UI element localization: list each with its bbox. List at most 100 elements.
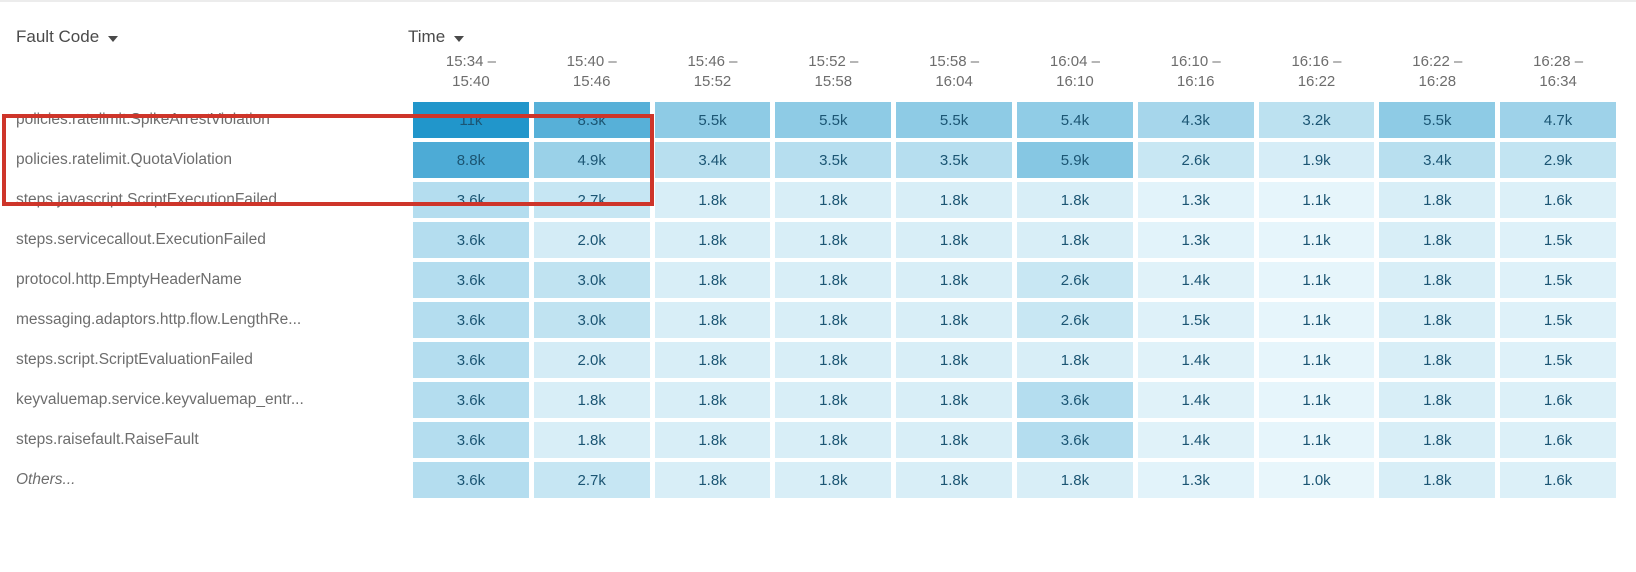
fault-code-row-label: keyvaluemap.service.keyvaluemap_entr... xyxy=(16,391,304,408)
grid-corner-spacer xyxy=(16,50,408,98)
heatmap-cell: 1.8k xyxy=(1017,182,1133,218)
heatmap-cell: 1.8k xyxy=(775,382,892,418)
heatmap-cell: 1.6k xyxy=(1500,382,1616,418)
heatmap-cell: 8.8k xyxy=(413,142,529,178)
heatmap-cell: 2.6k xyxy=(1017,302,1133,338)
caret-down-icon xyxy=(454,35,465,42)
time-bucket-header: 15:40 –15:46 xyxy=(566,53,617,90)
heatmap-cell: 1.8k xyxy=(775,462,892,498)
heatmap-cell: 1.1k xyxy=(1258,262,1375,298)
heatmap-cell: 1.8k xyxy=(896,382,1012,418)
heatmap-cell: 1.3k xyxy=(1137,222,1254,258)
heatmap-cell: 1.8k xyxy=(775,302,892,338)
heatmap-cell: 1.1k xyxy=(1258,382,1375,418)
heatmap-cell: 1.9k xyxy=(1258,142,1375,178)
heatmap-cell: 3.4k xyxy=(1379,142,1496,178)
fault-code-row-label: steps.script.ScriptEvaluationFailed xyxy=(16,351,253,368)
fault-code-row-label: policies.ratelimit.SpikeArrestViolation xyxy=(16,111,270,128)
time-bucket-header: 16:28 –16:34 xyxy=(1533,53,1584,90)
heatmap-cell: 1.4k xyxy=(1137,422,1254,458)
heatmap-cell: 3.6k xyxy=(413,182,529,218)
caret-down-icon xyxy=(108,35,119,42)
heatmap-cell: 1.5k xyxy=(1500,302,1616,338)
heatmap-cell: 1.8k xyxy=(1379,382,1496,418)
heatmap-cell: 3.6k xyxy=(1017,422,1133,458)
heatmap-cell: 3.6k xyxy=(413,422,529,458)
heatmap-cell: 3.6k xyxy=(413,462,529,498)
time-bucket-header: 16:22 –16:28 xyxy=(1412,53,1463,90)
fault-code-row-label: steps.raisefault.RaiseFault xyxy=(16,431,199,448)
time-bucket-header: 16:04 –16:10 xyxy=(1049,53,1100,90)
heatmap-cell: 1.4k xyxy=(1137,382,1254,418)
heatmap-cell: 2.0k xyxy=(533,342,650,378)
heatmap-cell: 1.8k xyxy=(775,422,892,458)
heatmap-cell: 1.8k xyxy=(1017,462,1133,498)
heatmap-cell: 1.8k xyxy=(896,302,1012,338)
heatmap-cell: 1.8k xyxy=(1379,222,1496,258)
heatmap-cell: 1.8k xyxy=(896,222,1012,258)
heatmap-cell: 1.8k xyxy=(896,262,1012,298)
time-bucket-header: 15:58 –16:04 xyxy=(929,53,980,90)
heatmap-cell: 1.8k xyxy=(654,262,771,298)
heatmap-cell: 2.6k xyxy=(1137,142,1254,178)
heatmap-cell: 1.3k xyxy=(1137,462,1254,498)
heatmap-cell: 1.6k xyxy=(1500,422,1616,458)
fault-code-row-label: steps.servicecallout.ExecutionFailed xyxy=(16,231,266,248)
heatmap-cell: 3.5k xyxy=(775,142,892,178)
heatmap-cell: 5.5k xyxy=(896,102,1012,138)
heatmap-cell: 1.8k xyxy=(896,342,1012,378)
heatmap-cell: 1.1k xyxy=(1258,422,1375,458)
fault-code-row-label: messaging.adaptors.http.flow.LengthRe... xyxy=(16,311,302,328)
heatmap-cell: 1.8k xyxy=(654,342,771,378)
heatmap-cell: 3.6k xyxy=(1017,382,1133,418)
heatmap-cell: 3.6k xyxy=(413,342,529,378)
row-dimension-selector[interactable]: Fault Code xyxy=(16,24,119,50)
heatmap-cell: 1.8k xyxy=(775,342,892,378)
dimension-controls: Fault Code Time xyxy=(0,2,1636,50)
heatmap-cell: 1.8k xyxy=(775,222,892,258)
heatmap-cell: 1.8k xyxy=(1379,462,1496,498)
heatmap-cell: 1.8k xyxy=(533,422,650,458)
time-bucket-header: 15:46 –15:52 xyxy=(687,53,738,90)
fault-code-row-label: Others... xyxy=(16,471,76,488)
heatmap-cell: 1.8k xyxy=(1017,222,1133,258)
heatmap-cell: 1.8k xyxy=(1379,262,1496,298)
heatmap-cell: 1.1k xyxy=(1258,342,1375,378)
heatmap-cell: 1.8k xyxy=(654,182,771,218)
heatmap-cell: 1.0k xyxy=(1258,462,1375,498)
time-bucket-header: 16:10 –16:16 xyxy=(1170,53,1221,90)
heatmap-cell: 1.5k xyxy=(1500,342,1616,378)
heatmap-cell: 1.1k xyxy=(1258,182,1375,218)
heatmap-cell: 11k xyxy=(413,102,529,138)
heatmap-cell: 1.8k xyxy=(533,382,650,418)
heatmap-cell: 1.1k xyxy=(1258,302,1375,338)
heatmap-cell: 5.5k xyxy=(775,102,892,138)
heatmap-cell: 8.3k xyxy=(533,102,650,138)
fault-code-row-label: steps.javascript.ScriptExecutionFailed xyxy=(16,191,278,208)
heatmap-cell: 1.5k xyxy=(1500,262,1616,298)
heatmap-cell: 2.9k xyxy=(1500,142,1616,178)
heatmap-cell: 3.6k xyxy=(413,222,529,258)
heatmap-cell: 2.7k xyxy=(533,462,650,498)
heatmap-cell: 1.8k xyxy=(654,462,771,498)
heatmap-cell: 4.7k xyxy=(1500,102,1616,138)
heatmap-cell: 2.6k xyxy=(1017,262,1133,298)
heatmap-cell: 1.8k xyxy=(775,262,892,298)
heatmap-cell: 5.5k xyxy=(1379,102,1496,138)
heatmap-cell: 1.8k xyxy=(1379,182,1496,218)
column-dimension-label: Time xyxy=(408,27,446,46)
heatmap-cell: 3.5k xyxy=(896,142,1012,178)
heatmap-cell: 3.6k xyxy=(413,302,529,338)
heatmap-cell: 1.8k xyxy=(1379,342,1496,378)
heatmap-cell: 1.8k xyxy=(896,182,1012,218)
heatmap-cell: 1.8k xyxy=(654,422,771,458)
heatmap-cell: 5.9k xyxy=(1017,142,1133,178)
column-dimension-selector[interactable]: Time xyxy=(408,24,465,50)
heatmap-cell: 1.6k xyxy=(1500,462,1616,498)
heatmap-cell: 2.7k xyxy=(533,182,650,218)
heatmap-cell: 2.0k xyxy=(533,222,650,258)
heatmap-cell: 1.8k xyxy=(654,222,771,258)
heatmap-cell: 5.5k xyxy=(654,102,771,138)
heatmap-cell: 1.8k xyxy=(775,182,892,218)
heatmap-cell: 1.4k xyxy=(1137,262,1254,298)
